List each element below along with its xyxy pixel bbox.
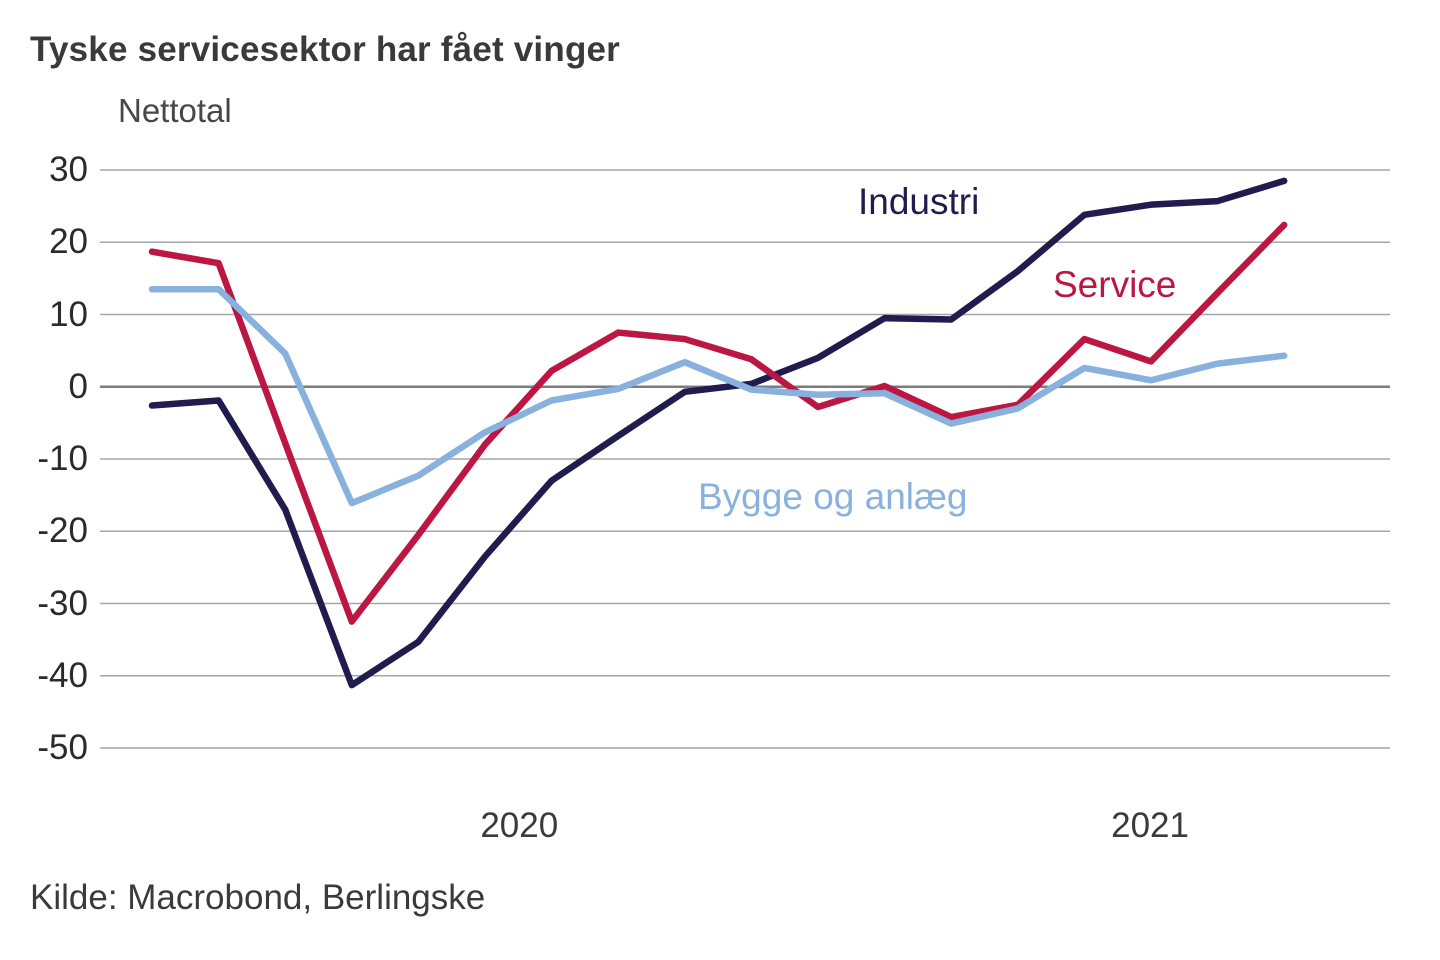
legend-label-bygge-og-anl-g: Bygge og anlæg [698, 476, 968, 517]
y-axis-unit-label: Nettotal [118, 92, 232, 129]
legend-label-industri: Industri [858, 181, 980, 222]
x-tick-label-2020: 2020 [480, 806, 559, 845]
chart-title: Tyske servicesektor har fået vinger [30, 30, 621, 69]
y-tick-label: -40 [37, 655, 88, 695]
legend-label-service: Service [1053, 264, 1177, 305]
y-tick-label: 20 [49, 222, 88, 262]
y-tick-label: 30 [49, 150, 88, 189]
y-tick-label: 0 [68, 366, 88, 406]
x-tick-label-2021: 2021 [1111, 806, 1189, 845]
y-tick-label: 10 [49, 294, 88, 334]
source-attribution: Kilde: Macrobond, Berlingske [30, 878, 486, 917]
y-tick-label: -20 [37, 511, 88, 551]
series-line-service [148, 221, 1288, 625]
y-tick-label: -10 [37, 439, 88, 478]
series-lines [148, 177, 1288, 689]
y-tick-label: -30 [37, 583, 88, 623]
y-tick-label: -50 [37, 728, 88, 767]
series-line-bygge-og-anl-g [148, 285, 1288, 507]
series-line-industri [148, 177, 1288, 689]
